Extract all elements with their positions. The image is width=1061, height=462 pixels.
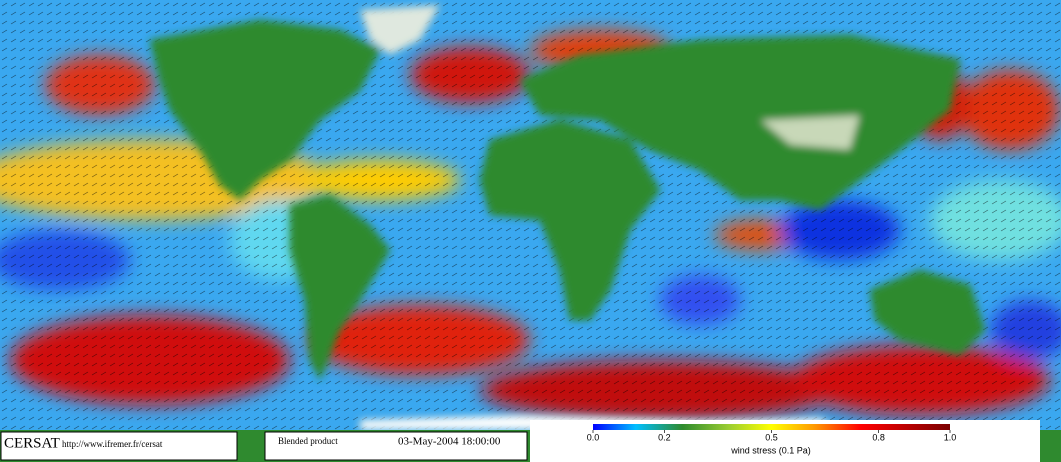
url: http://www.ifremer.fr/cersat [62, 439, 163, 449]
colorbar-tick-label: 0.8 [872, 432, 885, 442]
colorbar-tick-label: 0.5 [765, 432, 778, 442]
colorbar: wind stress (0.1 Pa) [530, 420, 1040, 462]
landmasses [149, 4, 986, 431]
date: 03-May-2004 18:00:00 [398, 436, 501, 448]
colorbar-tick-label: 0.0 [587, 432, 600, 442]
colorbar-label: wind stress (0.1 Pa) [730, 445, 811, 455]
colorbar-tick-label: 1.0 [944, 432, 957, 442]
logo: CERSAT [4, 435, 60, 451]
product: Blended product [278, 436, 338, 446]
colorbar-gradient [593, 424, 950, 430]
info-box: CERSAT http://www.ifremer.fr/cersat [0, 431, 238, 461]
colorbar-tick-label: 0.2 [658, 432, 671, 442]
product-box: Blended product 03-May-2004 18:00:00 [264, 431, 528, 461]
